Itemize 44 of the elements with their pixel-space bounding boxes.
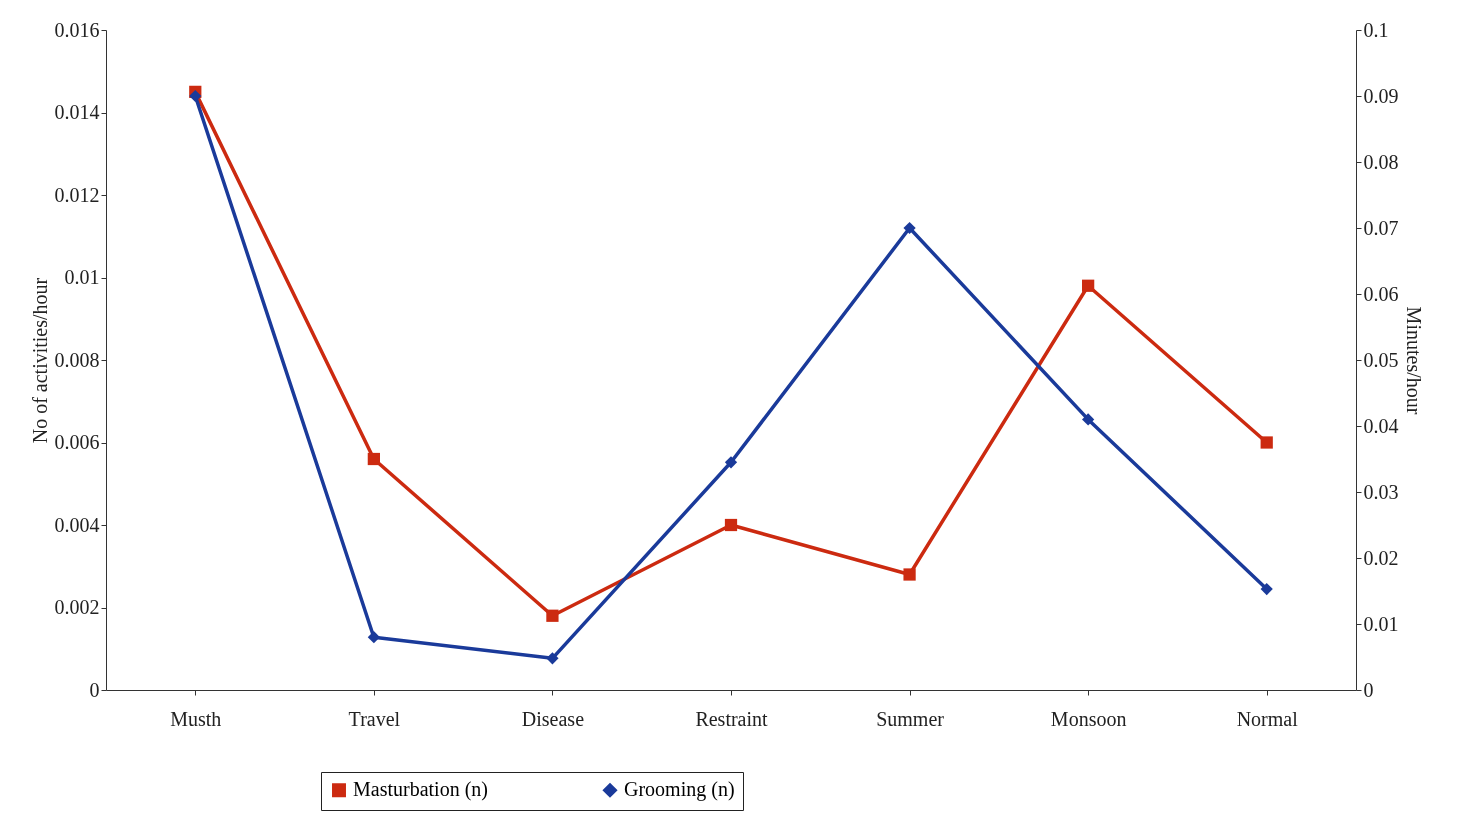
y-tick-label: 0.01 [64, 266, 100, 288]
y-tick-label: 0.016 [54, 18, 100, 41]
point [1260, 582, 1273, 596]
point [724, 518, 738, 532]
x-tick-label: Restraint [695, 707, 769, 730]
point [724, 456, 738, 469]
point [189, 89, 202, 103]
x-tick-label: Travel [348, 707, 401, 730]
y2-tick-label: 0.08 [1363, 150, 1399, 173]
y2-tick-label: 0.01 [1363, 612, 1399, 635]
y-tick-label: 0.006 [54, 431, 100, 453]
x-tick-label: Musth [170, 707, 222, 730]
y2-tick-label: 0.02 [1363, 546, 1399, 569]
point [1082, 279, 1095, 292]
y2-tick-label: 0.05 [1363, 348, 1399, 371]
x-tick-label: Disease [521, 707, 585, 730]
y2-tick-label: 0.04 [1363, 414, 1399, 437]
y2-tick-label: 0.09 [1363, 84, 1399, 107]
y-tick-label: 0 [89, 678, 100, 701]
point [546, 652, 559, 665]
point [1082, 413, 1095, 426]
y-tick-label: 0.014 [54, 101, 100, 123]
point [903, 221, 916, 235]
y2-tick-label: 0 [1363, 678, 1374, 701]
y-tick-label: 0.004 [54, 513, 100, 536]
y-tick-label: 0.008 [54, 348, 100, 371]
point [903, 568, 916, 581]
y-tick-label: 0.012 [54, 183, 100, 206]
point [367, 631, 380, 644]
legend-label: Masturbation (n) [353, 778, 488, 802]
point [367, 452, 380, 466]
point [1260, 436, 1273, 449]
point [546, 609, 559, 622]
y2-axis-title: Minutes/hour [1402, 306, 1425, 415]
y2-tick-label: 0.03 [1363, 480, 1399, 503]
y2-tick-label: 0.07 [1363, 216, 1399, 239]
x-tick-label: Monsoon [1050, 707, 1127, 730]
y-tick-label: 0.002 [54, 596, 100, 618]
y2-tick-label: 0.06 [1363, 282, 1399, 305]
y2-tick-label: 0.1 [1363, 18, 1389, 41]
y-axis-title: No of activities/hour [28, 277, 51, 444]
x-tick-label: Normal [1236, 707, 1299, 730]
x-tick-label: Summer [876, 707, 945, 730]
legend-label: Grooming (n) [624, 778, 735, 802]
